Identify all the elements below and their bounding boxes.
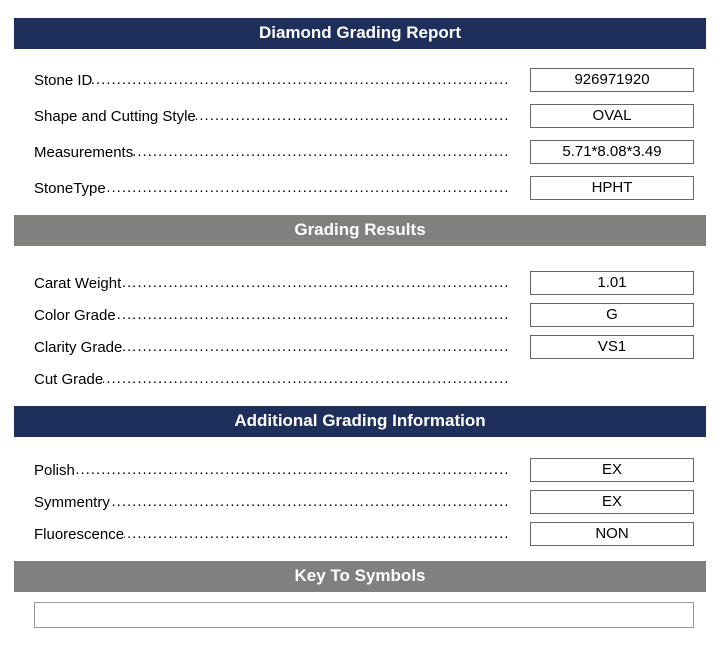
row-polish: Polish EX xyxy=(14,457,706,483)
symbols-box xyxy=(34,602,694,628)
label-carat: Carat Weight xyxy=(34,275,530,292)
section-symbols: Key To Symbols xyxy=(14,561,706,628)
value-fluorescence: NON xyxy=(530,522,694,546)
label-stone-id: Stone ID xyxy=(34,72,530,89)
value-stone-id: 926971920 xyxy=(530,68,694,92)
value-shape: OVAL xyxy=(530,104,694,128)
value-stonetype: HPHT xyxy=(530,176,694,200)
value-measurements: 5.71*8.08*3.49 xyxy=(530,140,694,164)
header-additional: Additional Grading Information xyxy=(14,406,706,437)
value-clarity: VS1 xyxy=(530,335,694,359)
rows-additional: Polish EX Symmentry EX Fluorescence NON xyxy=(14,455,706,547)
row-stone-id: Stone ID 926971920 xyxy=(14,67,706,93)
label-stonetype: StoneType xyxy=(34,180,530,197)
row-measurements: Measurements 5.71*8.08*3.49 xyxy=(14,139,706,165)
section-additional: Additional Grading Information Polish EX… xyxy=(14,406,706,547)
header-grading: Grading Results xyxy=(14,215,706,246)
label-fluorescence: Fluorescence xyxy=(34,526,530,543)
value-symmetry: EX xyxy=(530,490,694,514)
value-color: G xyxy=(530,303,694,327)
row-fluorescence: Fluorescence NON xyxy=(14,521,706,547)
row-symmetry: Symmentry EX xyxy=(14,489,706,515)
label-color: Color Grade xyxy=(34,307,530,324)
value-polish: EX xyxy=(530,458,694,482)
label-measurements: Measurements xyxy=(34,144,530,161)
label-clarity: Clarity Grade xyxy=(34,339,530,356)
row-stonetype: StoneType HPHT xyxy=(14,175,706,201)
row-shape: Shape and Cutting Style OVAL xyxy=(14,103,706,129)
label-symmetry: Symmentry xyxy=(34,494,530,511)
label-cut: Cut Grade xyxy=(34,371,530,388)
row-clarity: Clarity Grade VS1 xyxy=(14,334,706,360)
label-shape: Shape and Cutting Style xyxy=(34,108,530,125)
value-carat: 1.01 xyxy=(530,271,694,295)
header-symbols: Key To Symbols xyxy=(14,561,706,592)
section-grading: Grading Results Carat Weight 1.01 Color … xyxy=(14,215,706,392)
rows-main: Stone ID 926971920 Shape and Cutting Sty… xyxy=(14,67,706,201)
row-cut: Cut Grade xyxy=(14,366,706,392)
header-main: Diamond Grading Report xyxy=(14,18,706,49)
row-color: Color Grade G xyxy=(14,302,706,328)
section-main: Diamond Grading Report Stone ID 92697192… xyxy=(14,18,706,201)
row-carat: Carat Weight 1.01 xyxy=(14,270,706,296)
label-polish: Polish xyxy=(34,462,530,479)
rows-grading: Carat Weight 1.01 Color Grade G Clarity … xyxy=(14,264,706,392)
